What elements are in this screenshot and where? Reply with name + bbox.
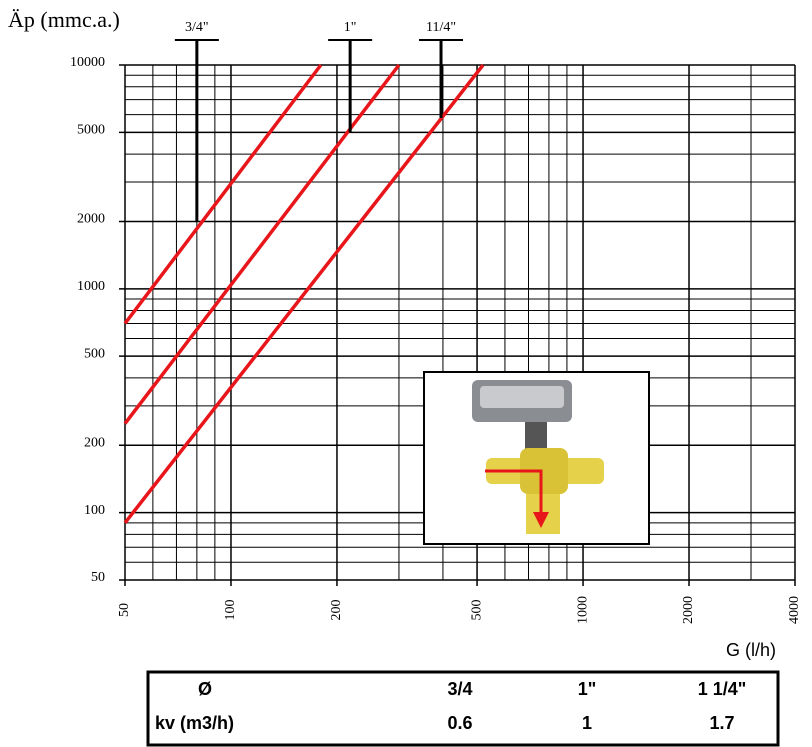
y-tick-label: 10000: [70, 55, 105, 70]
table-cell: 1": [578, 679, 597, 699]
table-cell: Ø: [198, 679, 212, 699]
table-cell: 1 1/4": [698, 679, 747, 699]
y-tick-label: 5000: [77, 123, 105, 138]
table-cell: 1: [582, 713, 592, 733]
curve: [123, 63, 323, 325]
y-tick-label: 2000: [77, 212, 105, 227]
x-tick-label: 50: [117, 603, 132, 617]
x-axis-title: G (l/h): [726, 640, 776, 660]
table-cell: 3/4: [447, 679, 472, 699]
curve: [123, 63, 485, 524]
y-tick-label: 500: [84, 346, 105, 361]
x-tick-label: 2000: [681, 596, 696, 624]
curve: [123, 63, 401, 425]
x-tick-label: 4000: [787, 596, 802, 624]
y-tick-label: 1000: [77, 279, 105, 294]
table-cell: kv (m3/h): [155, 713, 234, 733]
x-tick-label: 1000: [575, 596, 590, 624]
size-label: 1": [344, 20, 357, 35]
y-tick-label: 100: [84, 503, 105, 518]
x-tick-label: 200: [329, 600, 344, 621]
table-cell: 0.6: [447, 713, 472, 733]
y-tick-label: 50: [91, 570, 105, 585]
table-border: [146, 670, 780, 747]
valve-image: [423, 371, 650, 545]
y-axis-title: Äp (mmc.a.): [8, 7, 120, 32]
size-label: 3/4": [185, 20, 209, 35]
size-label: 11/4": [426, 20, 456, 35]
table-cell: 1.7: [709, 713, 734, 733]
x-tick-label: 500: [469, 600, 484, 621]
x-tick-label: 100: [223, 600, 238, 621]
y-tick-label: 200: [84, 435, 105, 450]
